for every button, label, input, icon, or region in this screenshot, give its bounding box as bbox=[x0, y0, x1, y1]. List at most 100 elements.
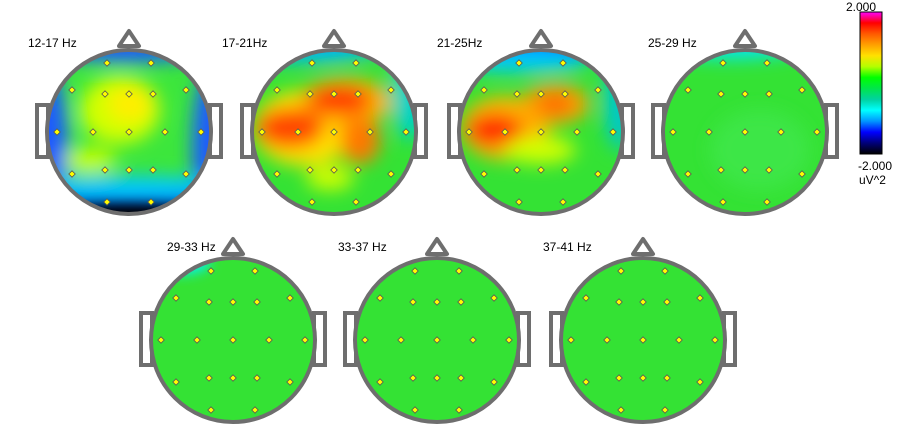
electrode-marker bbox=[469, 336, 477, 344]
electrode-marker bbox=[537, 128, 545, 136]
electrode-marker bbox=[229, 336, 237, 344]
electrode-marker bbox=[457, 374, 465, 382]
electrode-markers bbox=[258, 59, 410, 206]
electrode-marker bbox=[301, 336, 309, 344]
electrode-marker bbox=[376, 294, 384, 302]
topomap-37-41hz: 37-41 Hz bbox=[543, 237, 737, 424]
electrode-markers bbox=[669, 59, 821, 206]
electrode-marker bbox=[101, 166, 109, 174]
electrode-markers bbox=[567, 267, 719, 414]
electrode-marker bbox=[617, 267, 625, 275]
electrode-marker bbox=[308, 59, 316, 67]
electrode-marker bbox=[147, 59, 155, 67]
electrode-marker bbox=[172, 378, 180, 386]
electrode-marker bbox=[157, 336, 165, 344]
electrode-marker bbox=[561, 166, 569, 174]
electrode-marker bbox=[813, 128, 821, 136]
electrode-marker bbox=[515, 59, 523, 67]
electrode-marker bbox=[567, 336, 575, 344]
band-label: 29-33 Hz bbox=[167, 240, 216, 254]
band-label: 17-21Hz bbox=[222, 36, 267, 50]
electrode-marker bbox=[705, 128, 713, 136]
electrode-marker bbox=[582, 378, 590, 386]
electrode-marker bbox=[594, 170, 602, 178]
electrode-marker bbox=[411, 267, 419, 275]
color-scale: 2.000 -2.000 uV^2 bbox=[846, 0, 892, 187]
electrode-marker bbox=[273, 170, 281, 178]
electrode-marker bbox=[684, 170, 692, 178]
electrode-marker bbox=[68, 86, 76, 94]
electrode-markers bbox=[53, 59, 205, 206]
electrode-marker bbox=[741, 128, 749, 136]
electrode-marker bbox=[684, 86, 692, 94]
electrode-marker bbox=[161, 128, 169, 136]
electrode-marker bbox=[537, 90, 545, 98]
electrode-marker bbox=[615, 374, 623, 382]
electrode-marker bbox=[513, 90, 521, 98]
electrode-marker bbox=[387, 170, 395, 178]
electrode-marker bbox=[661, 267, 669, 275]
electrode-marker bbox=[696, 294, 704, 302]
electrode-marker bbox=[205, 298, 213, 306]
topomap-33-37hz: 33-37 Hz bbox=[338, 237, 531, 424]
electrode-marker bbox=[741, 90, 749, 98]
electrode-marker bbox=[387, 86, 395, 94]
electrode-marker bbox=[205, 374, 213, 382]
topomap-21-25hz: 21-25Hz bbox=[437, 29, 635, 216]
electrode-marker bbox=[409, 298, 417, 306]
scale-min-label: -2.000 bbox=[858, 159, 892, 173]
topomap-25-29hz: 25-29 Hz bbox=[648, 29, 839, 216]
head-circle bbox=[353, 256, 521, 424]
electrode-marker bbox=[207, 406, 215, 414]
electrode-marker bbox=[765, 90, 773, 98]
scalp-colormap bbox=[663, 50, 827, 214]
electrode-marker bbox=[172, 294, 180, 302]
electrode-marker bbox=[765, 166, 773, 174]
electrode-marker bbox=[433, 336, 441, 344]
topomap-29-33hz: 29-33 Hz bbox=[139, 237, 327, 424]
electrode-marker bbox=[101, 90, 109, 98]
electrode-marker bbox=[149, 90, 157, 98]
electrode-marker bbox=[229, 298, 237, 306]
electrode-marker bbox=[594, 86, 602, 94]
electrode-marker bbox=[661, 406, 669, 414]
electrode-marker bbox=[505, 336, 513, 344]
electrode-marker bbox=[251, 406, 259, 414]
electrode-marker bbox=[559, 198, 567, 206]
electrode-marker bbox=[366, 128, 374, 136]
electrode-marker bbox=[197, 128, 205, 136]
electrode-marker bbox=[409, 374, 417, 382]
electrode-marker bbox=[515, 198, 523, 206]
electrode-marker bbox=[402, 128, 410, 136]
electrode-marker bbox=[663, 298, 671, 306]
electrode-marker bbox=[294, 128, 302, 136]
electrode-marker bbox=[741, 166, 749, 174]
electrode-marker bbox=[663, 374, 671, 382]
electrode-marker bbox=[615, 298, 623, 306]
electrode-marker bbox=[397, 336, 405, 344]
electrode-marker bbox=[639, 336, 647, 344]
electrode-marker bbox=[286, 294, 294, 302]
electrode-marker bbox=[433, 298, 441, 306]
band-label: 33-37 Hz bbox=[338, 240, 387, 254]
electrode-marker bbox=[68, 170, 76, 178]
electrode-marker bbox=[352, 198, 360, 206]
electrode-marker bbox=[696, 378, 704, 386]
electrode-marker bbox=[352, 59, 360, 67]
electrode-markers bbox=[361, 267, 513, 414]
electrode-marker bbox=[639, 298, 647, 306]
electrode-marker bbox=[717, 90, 725, 98]
electrode-marker bbox=[273, 86, 281, 94]
band-label: 25-29 Hz bbox=[648, 36, 697, 50]
electrode-marker bbox=[306, 166, 314, 174]
electrode-marker bbox=[561, 90, 569, 98]
scale-unit-label: uV^2 bbox=[859, 173, 886, 187]
electrode-marker bbox=[103, 198, 111, 206]
electrode-marker bbox=[711, 336, 719, 344]
electrode-markers bbox=[157, 267, 309, 414]
electrode-marker bbox=[147, 198, 155, 206]
electrode-marker bbox=[513, 166, 521, 174]
electrode-marker bbox=[125, 166, 133, 174]
head-circle bbox=[149, 256, 317, 424]
